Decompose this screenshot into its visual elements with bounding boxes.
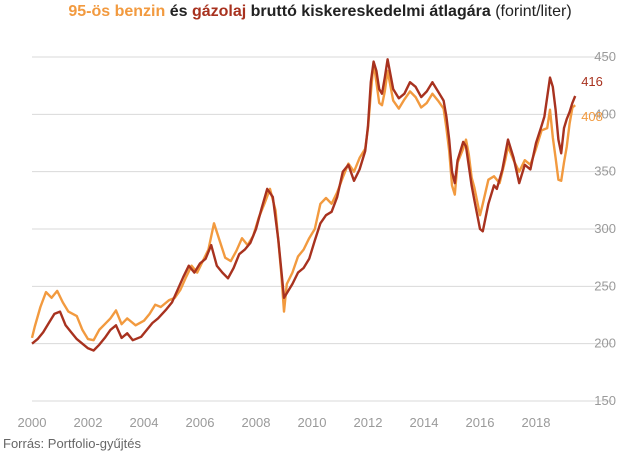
y-tick-label: 250 [594, 278, 616, 293]
y-tick-label: 150 [594, 393, 616, 408]
title-rest: bruttó kiskereskedelmi átlagára [250, 3, 491, 20]
y-tick-label: 300 [594, 221, 616, 236]
x-tick-label: 2006 [186, 415, 215, 430]
x-tick-label: 2016 [466, 415, 495, 430]
x-tick-label: 2000 [18, 415, 47, 430]
title-connector: és [169, 3, 188, 20]
y-tick-label: 350 [594, 164, 616, 179]
benzin-end-label: 408 [581, 109, 603, 124]
source-note: Forrás: Portfolio-gyűjtés [3, 436, 141, 451]
x-tick-label: 2010 [298, 415, 327, 430]
x-tick-label: 2018 [522, 415, 551, 430]
x-tick-label: 2002 [74, 415, 103, 430]
x-tick-label: 2014 [410, 415, 439, 430]
x-tick-label: 2008 [242, 415, 271, 430]
x-tick-label: 2012 [354, 415, 383, 430]
y-tick-label: 400 [594, 106, 616, 121]
gazolaj-series-line [31, 58, 577, 352]
x-tick-label: 2004 [130, 415, 159, 430]
y-tick-label: 450 [594, 49, 616, 64]
title-gazolaj: gázolaj [191, 3, 247, 20]
title-unit: (forint/liter) [495, 3, 572, 20]
chart-title: 95-ös benzin és gázolaj bruttó kiskeresk… [0, 3, 640, 21]
title-benzin: 95-ös benzin [68, 3, 166, 20]
gazolaj-end-label: 416 [581, 74, 603, 89]
benzin-series-line [30, 61, 576, 342]
y-tick-label: 200 [594, 336, 616, 351]
